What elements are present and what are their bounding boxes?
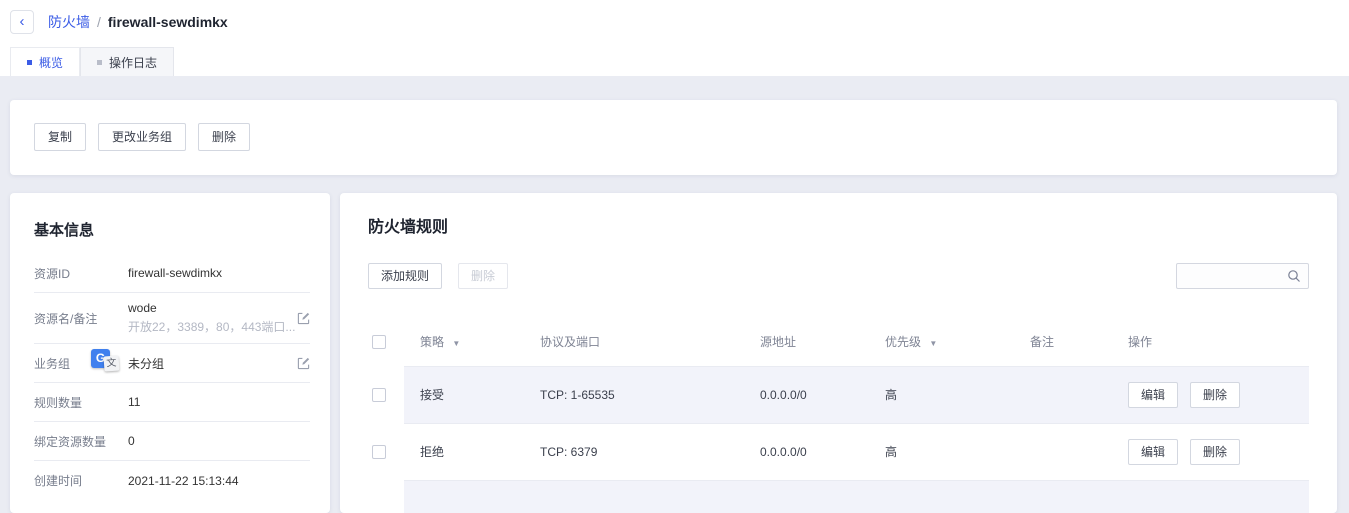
breadcrumb-separator: / xyxy=(97,13,101,30)
action-toolbar-card: 复制 更改业务组 删除 xyxy=(10,100,1337,175)
tab-operation-log-label: 操作日志 xyxy=(109,55,158,70)
google-translate-icon[interactable]: G 文 xyxy=(91,347,122,376)
column-protocol-port: 协议及端口 xyxy=(540,335,601,350)
info-label: 绑定资源数量 xyxy=(34,434,107,449)
info-row-create-time: 创建时间 2021-11-22 15:13:44 xyxy=(34,461,310,500)
cell-source: 0.0.0.0/0 xyxy=(744,423,869,481)
info-label: 资源ID xyxy=(34,266,71,281)
row-checkbox[interactable] xyxy=(372,387,386,402)
tab-operation-log[interactable]: 操作日志 xyxy=(80,47,175,76)
tab-overview-label: 概览 xyxy=(39,55,64,70)
cell-priority: 高 xyxy=(869,366,1014,424)
resource-remark-value: 开放22，3389，80，443端口... xyxy=(128,320,296,334)
policy-filter-icon[interactable]: ▼ xyxy=(452,339,461,349)
delete-rule-row-button[interactable]: 删除 xyxy=(1190,438,1241,465)
column-remark: 备注 xyxy=(1030,335,1055,350)
add-rule-button[interactable]: 添加规则 xyxy=(368,263,443,289)
basic-info-title: 基本信息 xyxy=(34,222,95,239)
rules-search-box xyxy=(1176,263,1309,289)
rules-search-input[interactable] xyxy=(1177,269,1287,283)
table-row: 拒绝 TCP: 6379 0.0.0.0/0 高 编辑 删除 xyxy=(368,423,1309,481)
breadcrumb: ‹ 防火墙 / firewall-sewdimkx xyxy=(0,0,1349,34)
info-row-bound-resource-count: 绑定资源数量 0 xyxy=(34,422,310,461)
info-label: 创建时间 xyxy=(34,474,83,488)
info-row-rule-count: 规则数量 11 xyxy=(34,383,310,422)
row-checkbox[interactable] xyxy=(372,444,386,459)
change-business-group-button[interactable]: 更改业务组 xyxy=(98,123,187,151)
rules-toolbar: 添加规则 删除 xyxy=(368,263,1309,289)
info-row-business-group: 业务组 未分组 xyxy=(34,344,310,383)
info-row-resource-name: 资源名/备注 wode 开放22，3389，80，443端口... xyxy=(34,293,310,344)
column-actions: 操作 xyxy=(1128,335,1153,350)
tab-overview[interactable]: 概览 xyxy=(10,47,81,76)
cell-policy: 接受 xyxy=(404,366,524,424)
rule-count-value: 11 xyxy=(128,395,141,409)
info-row-resource-id: 资源ID firewall-sewdimkx xyxy=(34,254,310,293)
rules-table-header: 策略 ▼ 协议及端口 源地址 优先级 ▼ 备注 操作 xyxy=(368,318,1309,367)
cell-policy: 拒绝 xyxy=(404,423,524,481)
column-policy: 策略 xyxy=(420,335,445,350)
breadcrumb-firewall-link[interactable]: 防火墙 xyxy=(48,13,90,30)
table-row: 接受 TCP: 1-65535 0.0.0.0/0 高 编辑 删除 xyxy=(368,366,1309,424)
edit-icon[interactable] xyxy=(297,312,310,325)
cell-remark xyxy=(1014,366,1112,424)
cell-protocol-port: TCP: 1-65535 xyxy=(524,366,744,424)
breadcrumb-resource-name: firewall-sewdimkx xyxy=(107,13,228,30)
edit-rule-button[interactable]: 编辑 xyxy=(1128,438,1179,465)
cell-remark xyxy=(1014,423,1112,481)
tab-bar: 概览 操作日志 xyxy=(10,47,175,76)
resource-id-value: firewall-sewdimkx xyxy=(128,266,223,280)
priority-filter-icon[interactable]: ▼ xyxy=(929,339,938,349)
copy-button[interactable]: 复制 xyxy=(34,123,87,151)
tab-bullet-icon xyxy=(27,59,32,65)
edit-rule-button[interactable]: 编辑 xyxy=(1128,381,1179,408)
cell-protocol-port: TCP: 6379 xyxy=(524,423,744,481)
business-group-value: 未分组 xyxy=(128,356,165,371)
create-time-value: 2021-11-22 15:13:44 xyxy=(128,473,239,488)
select-all-checkbox[interactable] xyxy=(372,335,386,350)
column-source: 源地址 xyxy=(760,335,797,350)
table-row-partial xyxy=(368,480,1309,513)
google-translate-text-icon: 文 xyxy=(103,355,120,372)
rules-table: 策略 ▼ 协议及端口 源地址 优先级 ▼ 备注 操作 接受 xyxy=(368,318,1309,513)
delete-rule-button[interactable]: 删除 xyxy=(458,263,509,289)
rules-title: 防火墙规则 xyxy=(368,219,449,236)
bound-resource-count-value: 0 xyxy=(128,434,135,448)
top-header: ‹ 防火墙 / firewall-sewdimkx 概览 操作日志 xyxy=(0,0,1349,76)
info-label: 业务组 xyxy=(34,356,71,371)
info-label: 规则数量 xyxy=(34,395,83,410)
cell-priority: 高 xyxy=(869,423,1014,481)
column-priority: 优先级 xyxy=(885,335,922,350)
basic-info-card: 基本信息 资源ID firewall-sewdimkx 资源名/备注 wode … xyxy=(10,193,330,513)
search-icon[interactable] xyxy=(1287,269,1301,283)
resource-name-value: wode xyxy=(128,301,157,315)
delete-firewall-button[interactable]: 删除 xyxy=(198,123,251,151)
edit-icon[interactable] xyxy=(297,357,310,370)
firewall-rules-card: 防火墙规则 添加规则 删除 xyxy=(340,193,1337,513)
back-button[interactable]: ‹ xyxy=(10,9,34,34)
tab-bullet-icon xyxy=(97,59,103,65)
delete-rule-row-button[interactable]: 删除 xyxy=(1190,381,1241,408)
info-label: 资源名/备注 xyxy=(34,311,98,326)
cell-source: 0.0.0.0/0 xyxy=(744,366,869,424)
